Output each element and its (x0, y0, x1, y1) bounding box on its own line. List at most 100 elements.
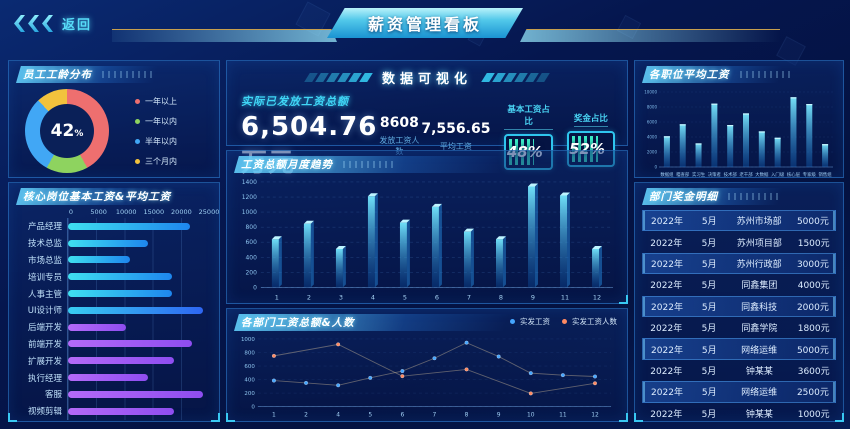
chart-canvas: 0 200 400 600 800 1000 1200 1400 1 2 3 4 (242, 179, 614, 301)
legend-item[interactable]: 一年以上 (135, 96, 177, 107)
svg-text:入门级: 入门级 (771, 171, 785, 178)
title-ticks-decoration (728, 193, 782, 200)
legend-dot (135, 118, 140, 124)
table-row[interactable]: 2022年 5月 网络运维 5000元 (642, 338, 836, 360)
seniority-donut-chart[interactable]: 42% (25, 89, 109, 173)
bar-label: UI设计师 (27, 306, 62, 317)
chevron-left-icon (14, 15, 25, 32)
title-ticks-decoration (102, 71, 156, 78)
cell-amount: 1800元 (797, 324, 830, 335)
cell-month: 5月 (701, 366, 717, 377)
positions-bar-chart[interactable]: 0 5000 10000 15000 20000 25000 产品经理 技术总监 市场总监… (9, 206, 219, 420)
legend-item[interactable]: 实发工资 (510, 316, 550, 327)
bar[interactable] (68, 340, 192, 348)
cell-dept: 同鑫科技 (741, 302, 778, 313)
panel-title: 各职位平均工资 (649, 69, 730, 81)
bar-label: 视频剪辑 (27, 407, 62, 418)
table-row[interactable]: 2022年 5月 苏州项目部 1500元 (642, 231, 836, 252)
dept-line-chart[interactable]: 0 200 400 600 800 1000 1 2 4 5 6 7 8 9 10 11 12 (227, 332, 627, 424)
bar[interactable] (68, 222, 191, 230)
chevron-left-icon (42, 15, 53, 32)
data-point (336, 342, 341, 347)
bar[interactable] (68, 323, 127, 331)
data-point (271, 378, 276, 383)
table-row[interactable]: 2022年 5月 同鑫集团 4000元 (642, 274, 836, 295)
bar[interactable] (68, 306, 204, 314)
data-point (400, 374, 405, 379)
position-bar-row: 客服 (13, 385, 209, 403)
table-row[interactable]: 2022年 5月 钟某某 3600元 (642, 360, 836, 381)
bar[interactable] (68, 357, 175, 365)
line-chart-legend: 实发工资 实发工资人数 (510, 316, 617, 327)
legend-item[interactable]: 一年以内 (135, 116, 177, 127)
bar-label: 产品经理 (27, 222, 62, 233)
panel-title: 工资总额月度趋势 (241, 159, 333, 171)
legend-item[interactable]: 实发工资人数 (562, 316, 617, 327)
cell-dept: 网络运维 (741, 345, 778, 356)
bar (774, 137, 781, 167)
table-row[interactable]: 2022年 5月 苏州市场部 5000元 (642, 210, 836, 232)
cell-dept: 苏州市场部 (736, 217, 782, 228)
bar[interactable] (68, 407, 175, 415)
svg-text:800: 800 (244, 350, 255, 356)
cell-year: 2022年 (651, 302, 683, 313)
bar (463, 231, 471, 288)
table-row[interactable]: 2022年 5月 钟某某 1000元 (642, 403, 836, 424)
table-row[interactable]: 2022年 5月 同鑫学院 1800元 (642, 317, 836, 338)
cell-dept: 钟某某 (745, 409, 773, 420)
svg-text:400: 400 (246, 254, 258, 261)
bar[interactable] (68, 273, 173, 281)
legend-dot (510, 319, 515, 324)
legend-item[interactable]: 三个月内 (135, 156, 177, 167)
header-bar: 返回 薪资管理看板 (0, 0, 850, 56)
svg-text:1400: 1400 (242, 179, 257, 186)
bar (496, 239, 503, 288)
bar (560, 195, 567, 288)
cell-amount: 1500元 (797, 238, 830, 249)
svg-text:1000: 1000 (242, 209, 257, 216)
svg-text:600: 600 (246, 239, 258, 246)
svg-text:1000: 1000 (241, 337, 255, 343)
cell-amount: 2000元 (796, 302, 829, 313)
svg-text:9: 9 (497, 412, 501, 419)
cell-dept: 苏州行政部 (736, 259, 782, 270)
back-button[interactable]: 返回 (14, 14, 92, 33)
bar[interactable] (68, 239, 148, 247)
bonus-ratio-label: 奖金占比 (573, 112, 608, 127)
svg-text:决策者: 决策者 (708, 171, 722, 178)
legend-item[interactable]: 半年以内 (135, 136, 177, 147)
svg-text:2: 2 (307, 293, 311, 301)
data-point (271, 353, 276, 358)
legend-dot (135, 158, 140, 164)
cell-amount: 4000元 (797, 281, 830, 292)
bar[interactable] (68, 256, 131, 264)
cell-month: 5月 (701, 238, 717, 249)
svg-text:10000: 10000 (644, 90, 657, 95)
bar-label: 人事主管 (27, 289, 62, 300)
svg-text:大数据: 大数据 (755, 171, 769, 178)
data-point (464, 340, 469, 345)
svg-text:4000: 4000 (647, 135, 658, 140)
data-point (304, 380, 309, 385)
svg-text:6000: 6000 (647, 120, 658, 125)
svg-text:5: 5 (403, 293, 407, 301)
bar (806, 104, 813, 167)
bar[interactable] (68, 374, 148, 382)
table-row[interactable]: 2022年 5月 苏州行政部 3000元 (642, 252, 836, 275)
svg-text:4: 4 (336, 412, 340, 419)
cell-month: 5月 (701, 345, 717, 356)
svg-text:8: 8 (499, 293, 503, 301)
monthly-trend-chart[interactable]: 0 200 400 600 800 1000 1200 1400 1 2 3 4 (227, 174, 627, 307)
data-point (528, 391, 533, 396)
bar (727, 125, 734, 167)
svg-text:400: 400 (244, 378, 255, 384)
bar[interactable] (68, 390, 204, 398)
avg-position-bar-chart[interactable]: 0 2000 4000 6000 8000 10000 数据组 稽查部 实习生 … (635, 84, 843, 183)
table-row[interactable]: 2022年 5月 同鑫科技 2000元 (642, 295, 836, 317)
svg-text:11: 11 (561, 293, 569, 301)
table-row[interactable]: 2022年 5月 网络运维 2500元 (642, 381, 836, 403)
data-point (336, 383, 341, 388)
bar[interactable] (68, 290, 173, 298)
bar (592, 248, 600, 288)
svg-text:8: 8 (465, 412, 469, 419)
